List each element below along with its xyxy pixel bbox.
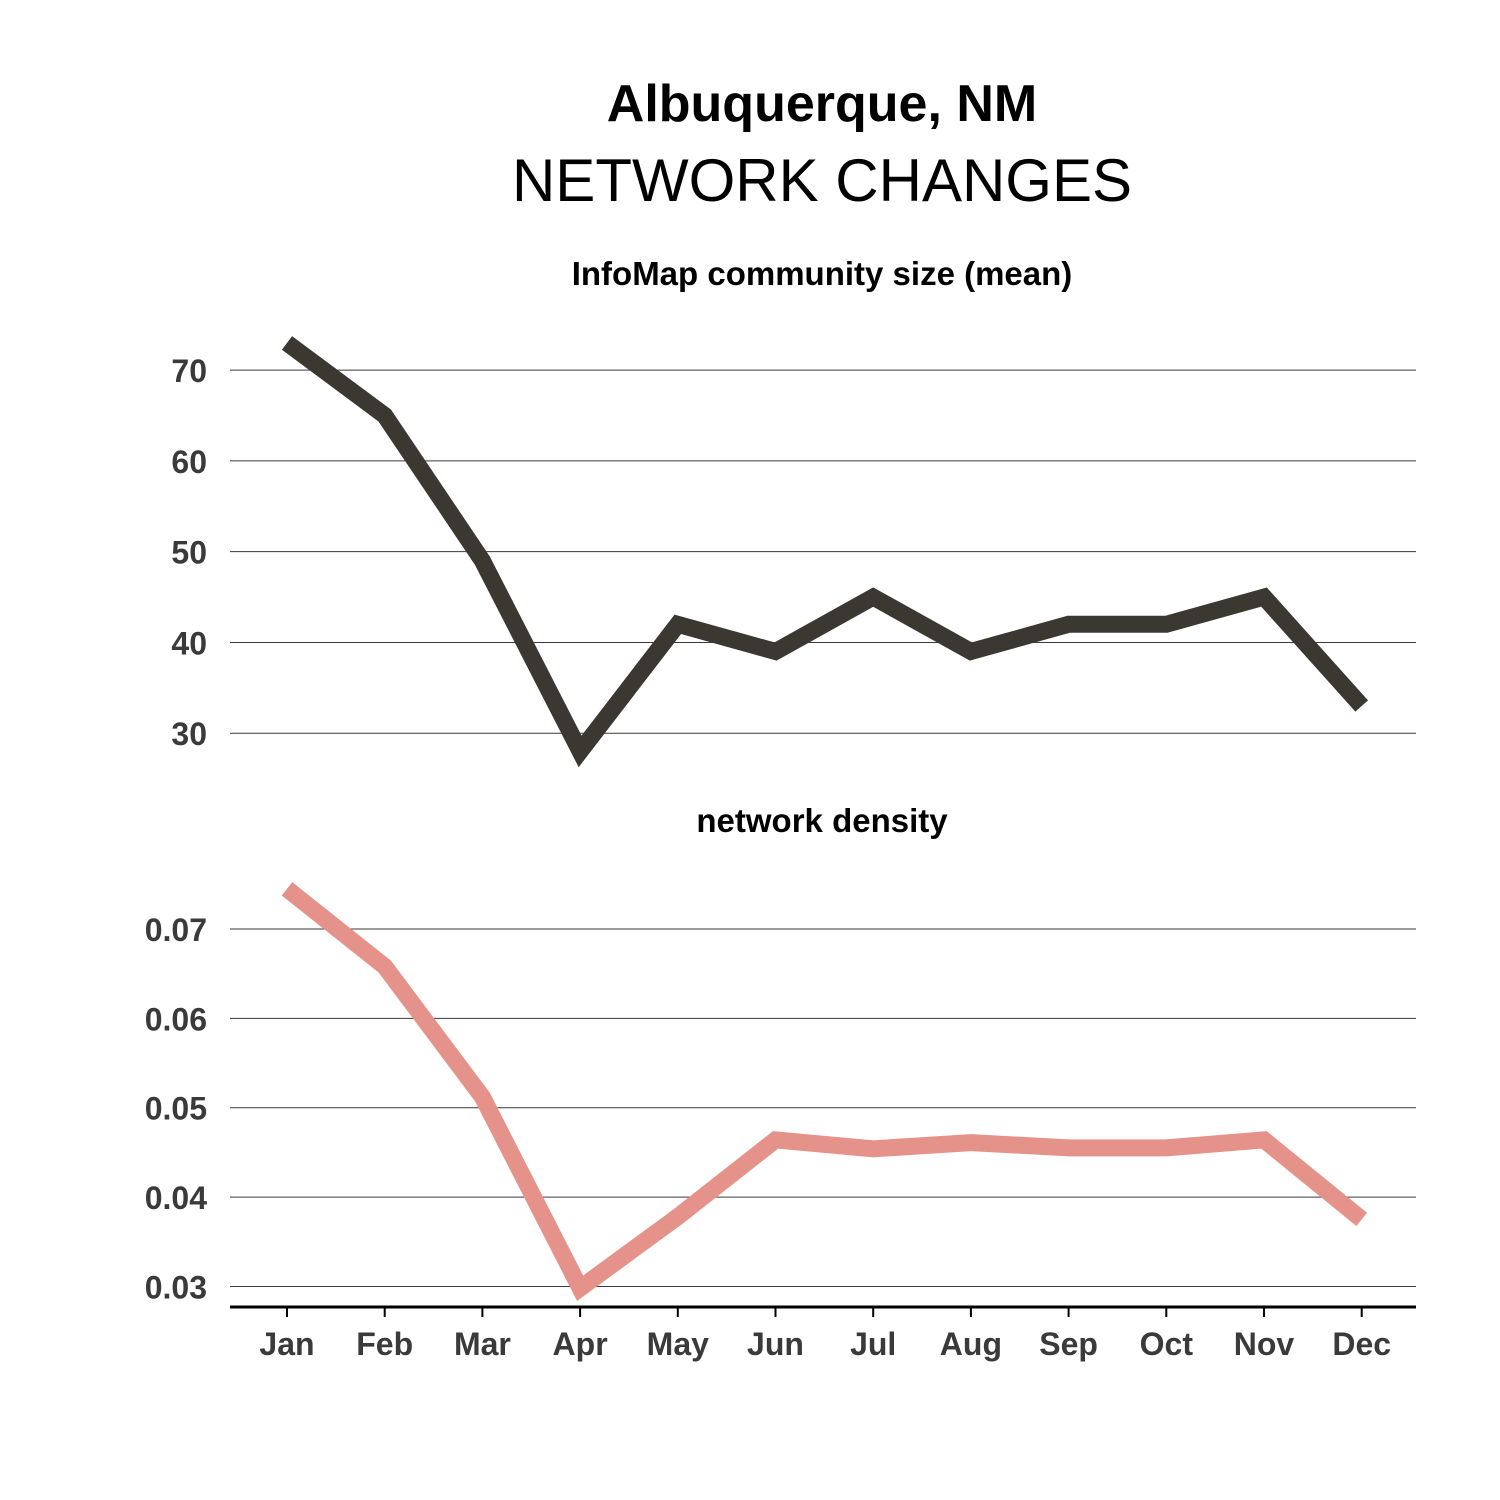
x-tick-label: Nov bbox=[1234, 1326, 1295, 1362]
chart-main-title: Albuquerque, NM bbox=[606, 75, 1038, 133]
x-tick-label: Sep bbox=[1039, 1326, 1098, 1362]
x-tick-label: Feb bbox=[356, 1326, 413, 1362]
y-tick-label: 0.04 bbox=[145, 1180, 207, 1216]
y-tick-label: 0.06 bbox=[145, 1001, 207, 1037]
y-tick-label: 30 bbox=[171, 716, 207, 752]
x-tick-label: Jun bbox=[747, 1326, 804, 1362]
y-tick-label: 0.05 bbox=[145, 1091, 207, 1127]
x-tick-label: Jul bbox=[850, 1326, 896, 1362]
y-tick-label: 0.07 bbox=[145, 912, 207, 948]
y-tick-label: 70 bbox=[171, 353, 207, 389]
series-line-1 bbox=[281, 336, 1369, 768]
panel-title-1: InfoMap community size (mean) bbox=[572, 255, 1073, 292]
panel-title-2: network density bbox=[696, 802, 948, 839]
series-line-2 bbox=[281, 882, 1368, 1301]
x-tick-label: Apr bbox=[553, 1326, 608, 1362]
x-tick-label: May bbox=[647, 1326, 709, 1362]
x-tick-label: Dec bbox=[1332, 1326, 1391, 1362]
x-tick-label: Aug bbox=[940, 1326, 1002, 1362]
y-tick-label: 60 bbox=[171, 444, 207, 480]
y-tick-label: 40 bbox=[171, 625, 207, 661]
x-tick-label: Mar bbox=[454, 1326, 511, 1362]
y-tick-label: 0.03 bbox=[145, 1269, 207, 1305]
x-tick-label: Jan bbox=[259, 1326, 314, 1362]
x-tick-label: Oct bbox=[1140, 1326, 1194, 1362]
chart-subtitle: NETWORK CHANGES bbox=[511, 147, 1133, 214]
y-tick-label: 50 bbox=[171, 535, 207, 571]
